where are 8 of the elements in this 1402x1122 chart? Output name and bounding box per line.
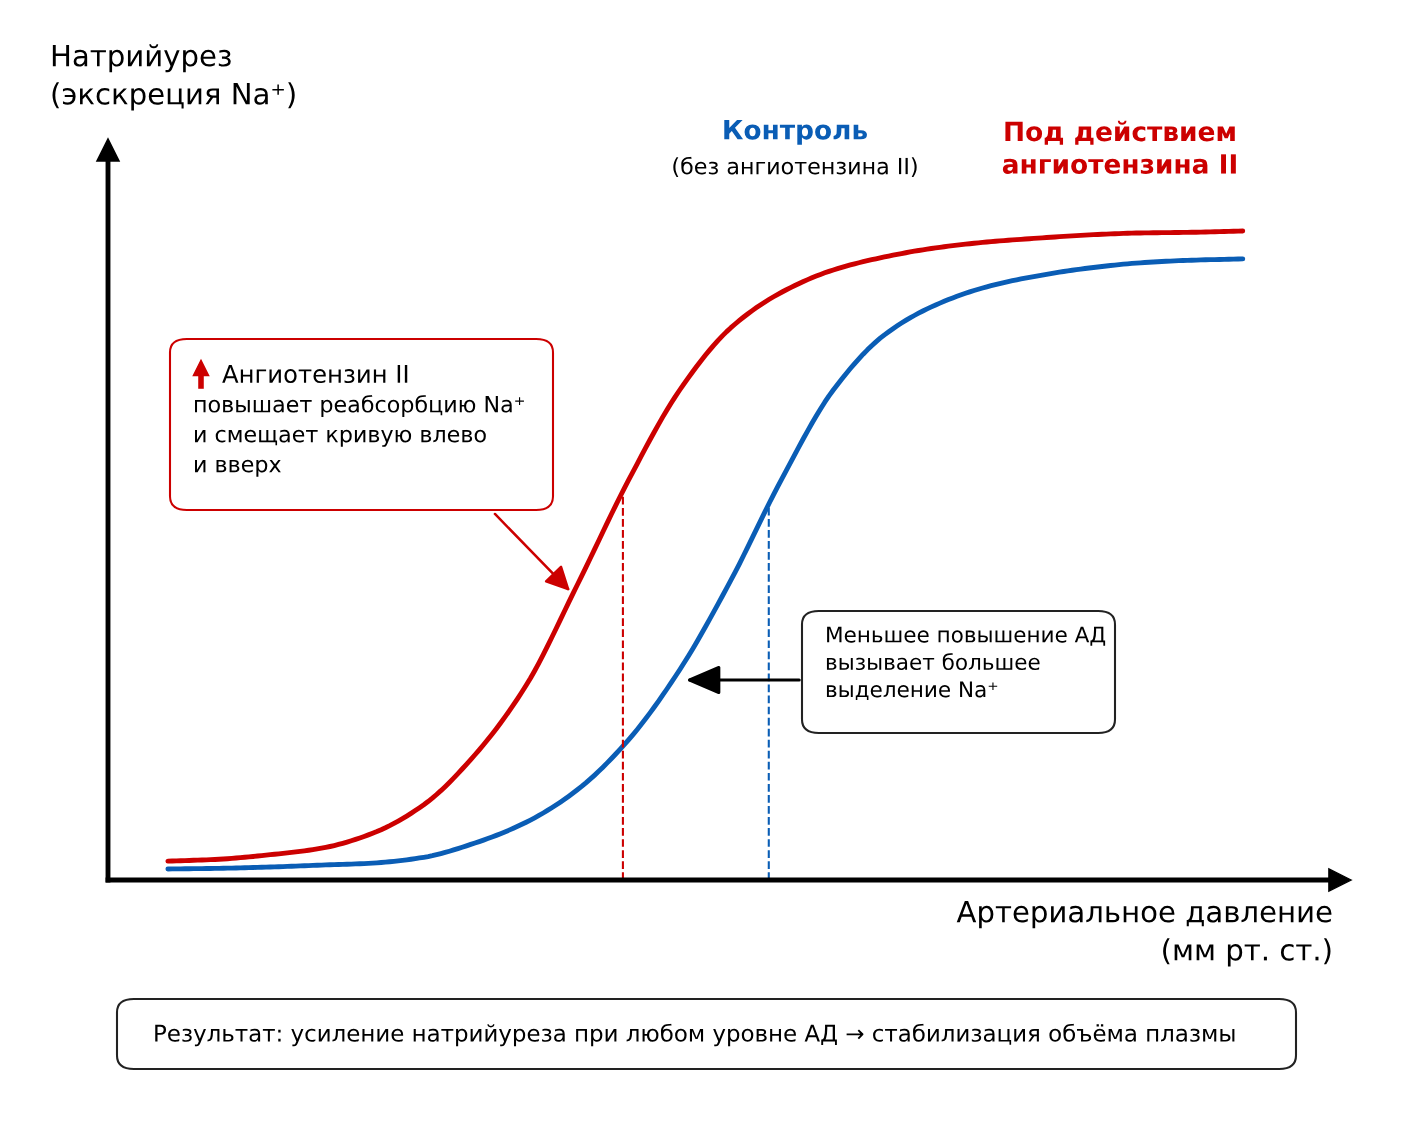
text: (без ангиотензина II) <box>673 156 917 178</box>
x-axis-title: Артериальное давление (мм рт. ст.) <box>956 900 1332 967</box>
text: Под действием ангиотензина II <box>1002 120 1236 174</box>
y-axis-title: Натрийурез (экскреция Na⁺) <box>52 44 295 111</box>
annotation: Ангиотензин II повышает реабсорбцию Na⁺ и смещает кривую влево и вверх <box>195 364 524 477</box>
annotation: Меньшее повышение АД вызывает большее выделение Na⁺ <box>826 626 1106 701</box>
text: Контроль <box>724 120 867 145</box>
text: Результат: усиление натрийуреза при любом уровне АД → стабилизация объёма плазмы <box>155 1023 1235 1047</box>
